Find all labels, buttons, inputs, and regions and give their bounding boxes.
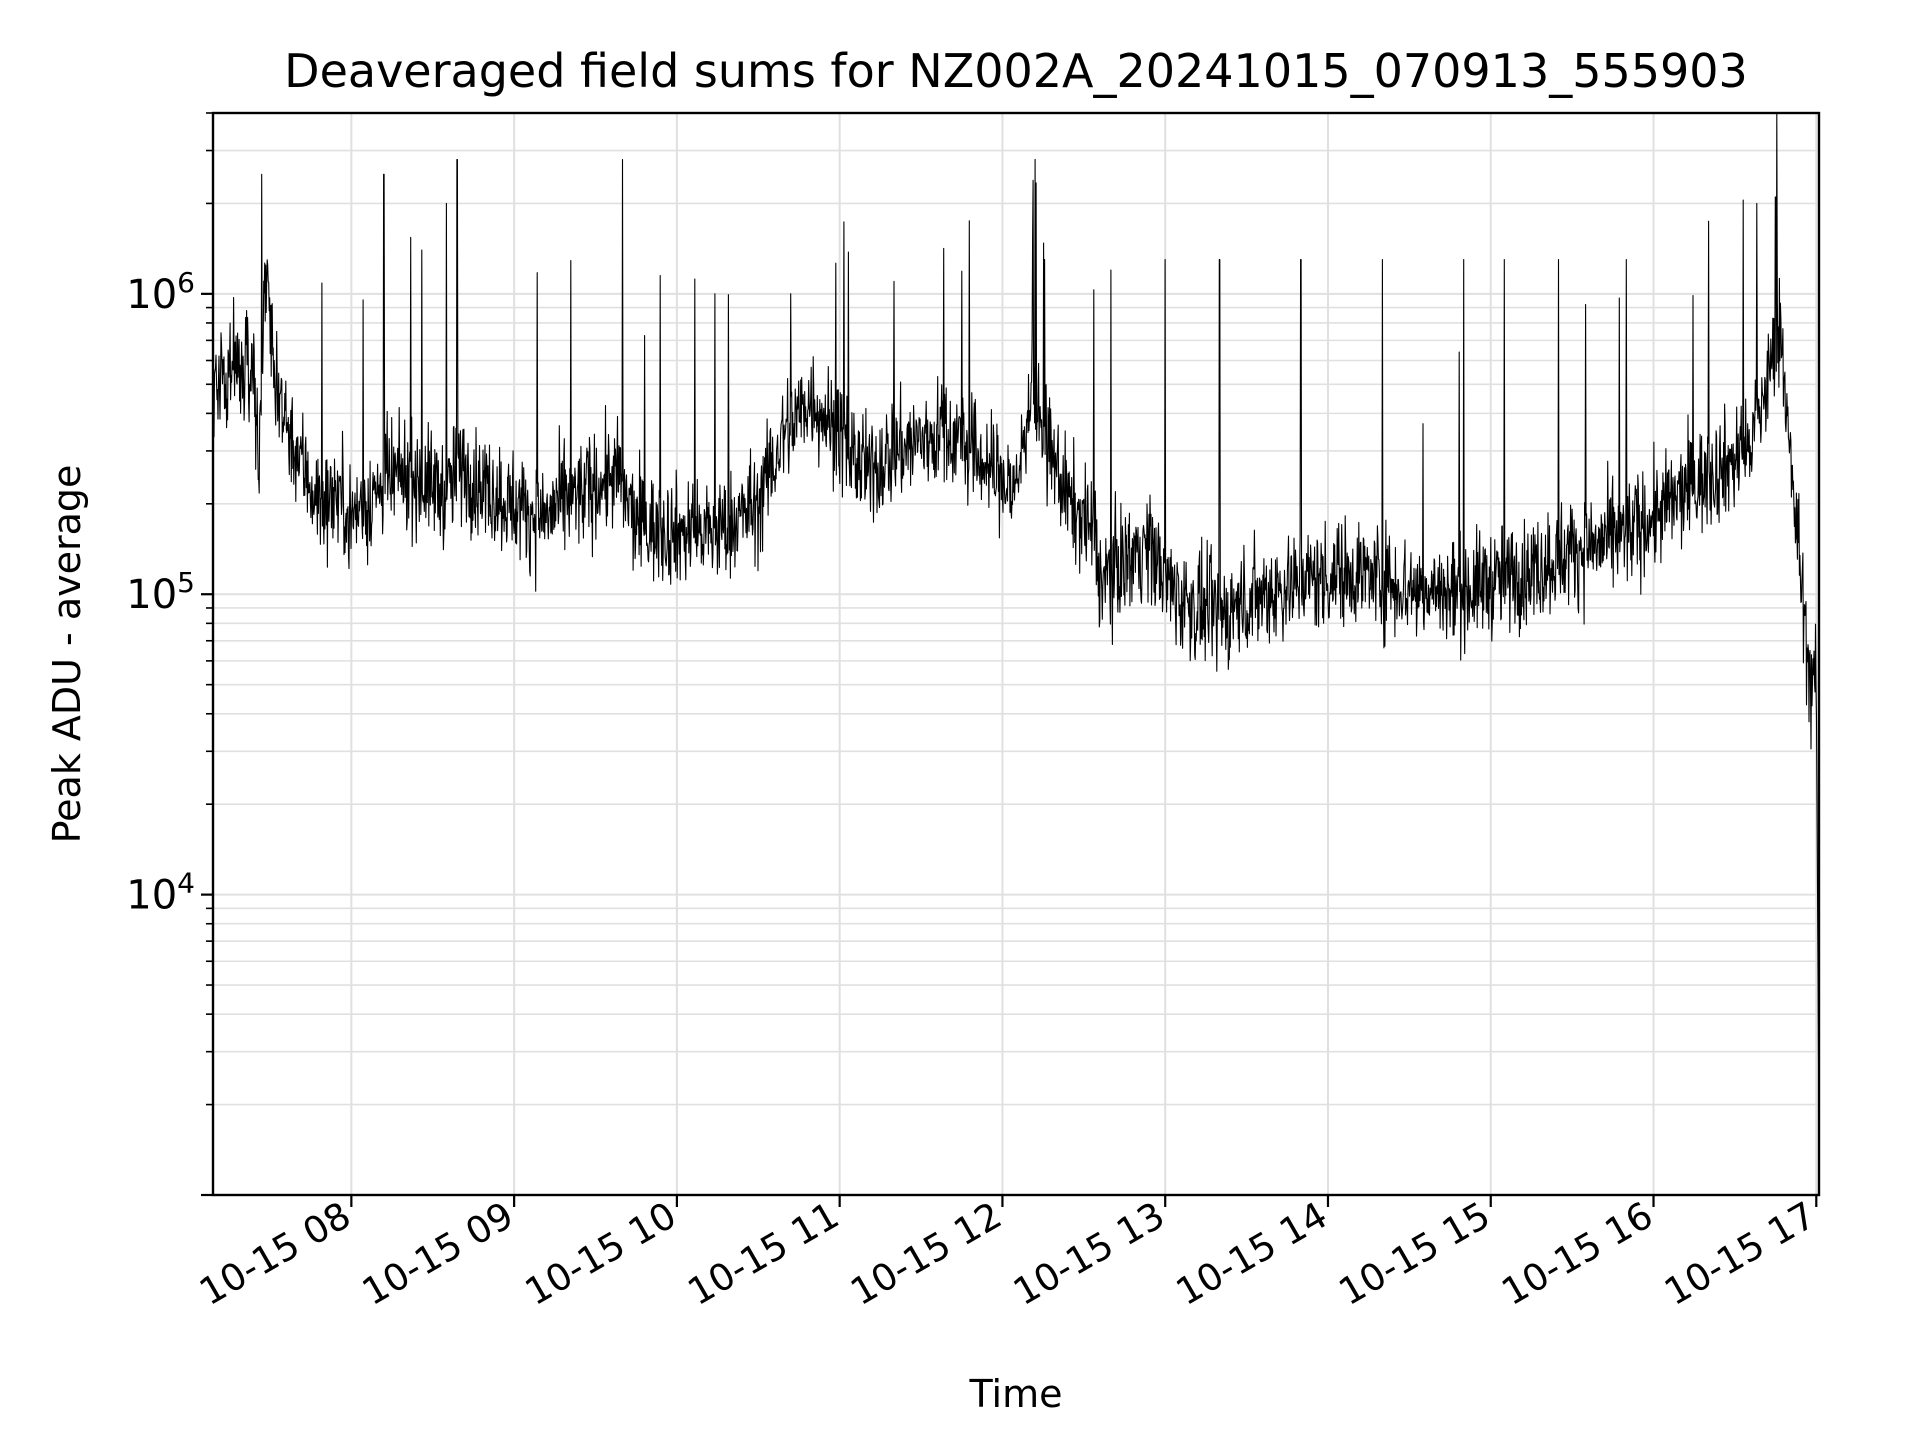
data-layer: [212, 112, 1820, 1143]
y-tick-label: 106: [126, 266, 195, 318]
y-tick-label: 105: [126, 566, 195, 618]
y-axis: 104 105 106: [126, 112, 213, 1197]
chart-title: Deaveraged field sums for NZ002A_2024101…: [284, 44, 1748, 98]
y-tick-label: 104: [126, 867, 195, 919]
plot-frame: [211, 111, 1821, 1197]
series-line: [212, 112, 1820, 1143]
grid-lines: [213, 112, 1819, 1196]
x-axis-label: Time: [969, 1372, 1063, 1416]
y-axis-label: Peak ADU - average: [45, 465, 89, 844]
